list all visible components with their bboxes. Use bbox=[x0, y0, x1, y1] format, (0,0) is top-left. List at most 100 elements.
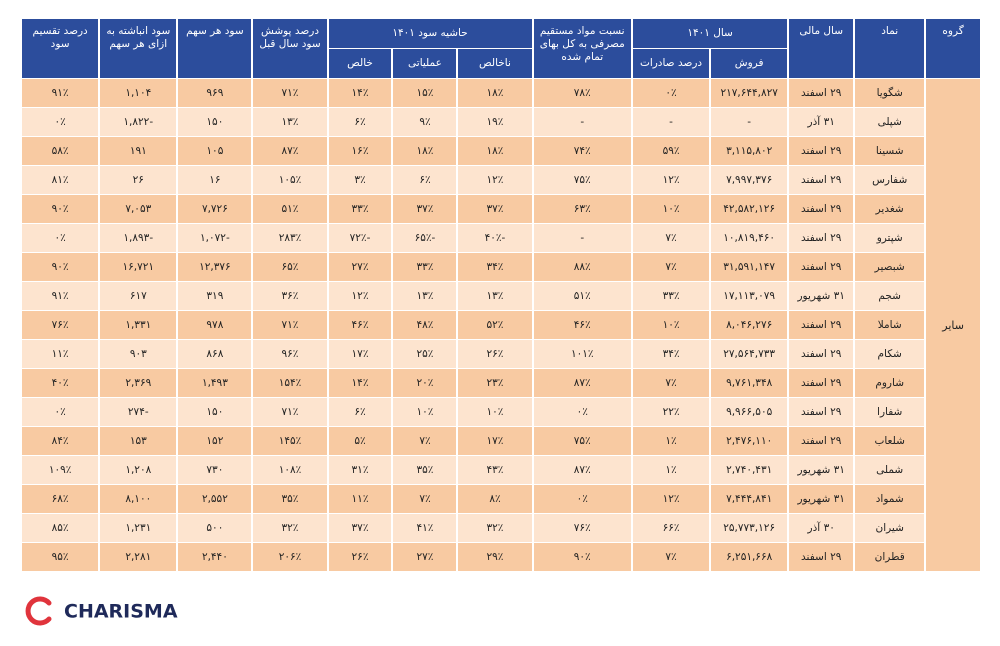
cell: ۴۸٪ bbox=[393, 311, 457, 339]
cell: ۲۹ اسفند bbox=[789, 137, 854, 165]
cell: ۹,۹۶۶,۵۰۵ bbox=[711, 398, 788, 426]
cell: ۱۵۴٪ bbox=[253, 369, 327, 397]
cell: ۸,۱۰۰ bbox=[100, 485, 177, 513]
table-row: شاملا ۲۹ اسفند ۸,۰۴۶,۲۷۶ ۱۰٪ ۴۶٪ ۵۲٪ ۴۸٪ ۴۶٪ ۷۱٪… bbox=[22, 311, 980, 339]
cell: ۲۷٪ bbox=[328, 253, 392, 281]
cell: ۷,۰۵۳ bbox=[100, 195, 177, 223]
cell: ۷۱٪ bbox=[253, 79, 327, 107]
table-header: گروه نماد سال مالی سال ۱۴۰۱ نسبت مواد مستقیم… bbox=[22, 19, 980, 78]
cell: ۲۲٪ bbox=[632, 398, 710, 426]
cell: ۲۶٪ bbox=[458, 340, 532, 368]
cell: ۱,۴۹۳ bbox=[178, 369, 252, 397]
cell: ۲۵٪ bbox=[393, 340, 457, 368]
cell: ۸۴٪ bbox=[22, 427, 99, 455]
header-subcell: عملیاتی bbox=[393, 49, 457, 78]
cell: ۳۰ آذر bbox=[789, 514, 854, 542]
cell: ۸۸٪ bbox=[533, 253, 631, 281]
cell: ۳۱٪ bbox=[328, 456, 392, 484]
cell: ۱۶ bbox=[178, 166, 252, 194]
cell: ۱٪ bbox=[632, 427, 710, 455]
cell: ۱۸٪ bbox=[393, 137, 457, 165]
cell: ۲۹ اسفند bbox=[789, 224, 854, 252]
cell: ۱۸٪ bbox=[458, 79, 532, 107]
header-subcell: خالص bbox=[328, 49, 392, 78]
cell: ۳,۱۱۵,۸۰۲ bbox=[711, 137, 788, 165]
table-row: شبصیر ۲۹ اسفند ۳۱,۵۹۱,۱۴۷ ۷٪ ۸۸٪ ۳۴٪ ۳۳٪ ۲۷٪ ۶۵٪… bbox=[22, 253, 980, 281]
cell: ۲,۴۴۰ bbox=[178, 543, 252, 571]
table-body: سایر شگویا ۲۹ اسفند ۲۱۷,۶۴۴,۸۲۷ ۰٪ ۷۸٪ ۱۸٪ ۱۵٪ ۱… bbox=[22, 79, 980, 571]
cell: ۱۶٪ bbox=[328, 137, 392, 165]
cell: ۲۹ اسفند bbox=[789, 427, 854, 455]
cell: ۳۱۹ bbox=[178, 282, 252, 310]
cell: ۳۱ آذر bbox=[789, 108, 854, 136]
cell: ۱۲,۳۷۶ bbox=[178, 253, 252, 281]
logo: CHARISMA bbox=[25, 596, 178, 626]
symbol-cell: شاروم bbox=[855, 369, 925, 397]
cell: ۸۷٪ bbox=[253, 137, 327, 165]
table-wrap: گروه نماد سال مالی سال ۱۴۰۱ نسبت مواد مستقیم… bbox=[20, 18, 982, 572]
cell: ۹۰۳ bbox=[100, 340, 177, 368]
cell: ۴۲,۵۸۲,۱۲۶ bbox=[711, 195, 788, 223]
cell: -۲۷۴ bbox=[100, 398, 177, 426]
cell: ۰٪ bbox=[22, 398, 99, 426]
cell: ۳۴٪ bbox=[632, 340, 710, 368]
header-cell: نماد bbox=[855, 19, 925, 78]
cell: -۶۵٪ bbox=[393, 224, 457, 252]
cell: ۳۳٪ bbox=[632, 282, 710, 310]
cell: -۷۲٪ bbox=[328, 224, 392, 252]
cell: ۳۷٪ bbox=[458, 195, 532, 223]
cell: ۱,۳۳۱ bbox=[100, 311, 177, 339]
cell: ۹۶۹ bbox=[178, 79, 252, 107]
cell: ۱۹٪ bbox=[458, 108, 532, 136]
cell: ۱,۲۰۸ bbox=[100, 456, 177, 484]
cell: ۲۹ اسفند bbox=[789, 543, 854, 571]
cell: ۷٪ bbox=[632, 369, 710, 397]
cell: ۶۳٪ bbox=[533, 195, 631, 223]
table-row: شپلی ۳۱ آذر - - -۱۹٪ ۹٪ ۶٪ ۱۳٪ ۱۵۰ -۱,۸۲۲ ۰٪ bbox=[22, 108, 980, 136]
cell: ۷۶٪ bbox=[533, 514, 631, 542]
cell: - bbox=[533, 224, 631, 252]
header-cell: حاشیه سود ۱۴۰۱ bbox=[328, 19, 532, 48]
cell: ۹۰٪ bbox=[533, 543, 631, 571]
cell: ۷۸٪ bbox=[533, 79, 631, 107]
cell: ۷٪ bbox=[632, 253, 710, 281]
cell: ۲۷٪ bbox=[393, 543, 457, 571]
cell: ۲۶ bbox=[100, 166, 177, 194]
header-cell: نسبت مواد مستقیم مصرفی به کل بهای تمام ش… bbox=[533, 19, 631, 78]
cell: ۱۰٪ bbox=[632, 311, 710, 339]
cell: ۶۸٪ bbox=[22, 485, 99, 513]
table-row: شیران ۳۰ آذر ۲۵,۷۷۳,۱۲۶ ۶۶٪ ۷۶٪ ۳۲٪ ۴۱٪ ۳۷٪ ۳۲٪ ۵… bbox=[22, 514, 980, 542]
cell: ۹۱٪ bbox=[22, 79, 99, 107]
symbol-cell: شجم bbox=[855, 282, 925, 310]
cell: ۳۳٪ bbox=[393, 253, 457, 281]
header-cell: درصد تقسیم سود bbox=[22, 19, 99, 78]
cell: ۲,۲۸۱ bbox=[100, 543, 177, 571]
cell: ۹۰٪ bbox=[22, 195, 99, 223]
symbol-cell: شسینا bbox=[855, 137, 925, 165]
header-subrow: فروش درصد صادرات ناخالص عملیاتی خالص bbox=[22, 49, 980, 78]
cell: ۶۶٪ bbox=[632, 514, 710, 542]
cell: ۴۰٪ bbox=[22, 369, 99, 397]
symbol-cell: شفارس bbox=[855, 166, 925, 194]
symbol-cell: قطران bbox=[855, 543, 925, 571]
table-row: شجم ۳۱ شهریور ۱۷,۱۱۳,۰۷۹ ۳۳٪ ۵۱٪ ۱۳٪ ۱۳٪ ۱۲٪ ۳۶٪… bbox=[22, 282, 980, 310]
cell: ۴۳٪ bbox=[458, 456, 532, 484]
cell: ۵۰۰ bbox=[178, 514, 252, 542]
cell: ۱۰۹٪ bbox=[22, 456, 99, 484]
cell: ۳۱,۵۹۱,۱۴۷ bbox=[711, 253, 788, 281]
cell: ۱۸٪ bbox=[458, 137, 532, 165]
cell: ۳۷٪ bbox=[328, 514, 392, 542]
cell: ۱٪ bbox=[632, 456, 710, 484]
cell: ۵٪ bbox=[328, 427, 392, 455]
cell: ۷۱٪ bbox=[253, 398, 327, 426]
symbol-cell: شپترو bbox=[855, 224, 925, 252]
cell: ۱۷,۱۱۳,۰۷۹ bbox=[711, 282, 788, 310]
cell: ۱۰۵ bbox=[178, 137, 252, 165]
cell: ۱۵٪ bbox=[393, 79, 457, 107]
cell: ۲۹ اسفند bbox=[789, 340, 854, 368]
cell: -۱,۰۷۲ bbox=[178, 224, 252, 252]
cell: ۱۵۰ bbox=[178, 108, 252, 136]
cell: ۳۳٪ bbox=[328, 195, 392, 223]
header-subcell: درصد صادرات bbox=[632, 49, 710, 78]
cell: ۸۷٪ bbox=[533, 456, 631, 484]
